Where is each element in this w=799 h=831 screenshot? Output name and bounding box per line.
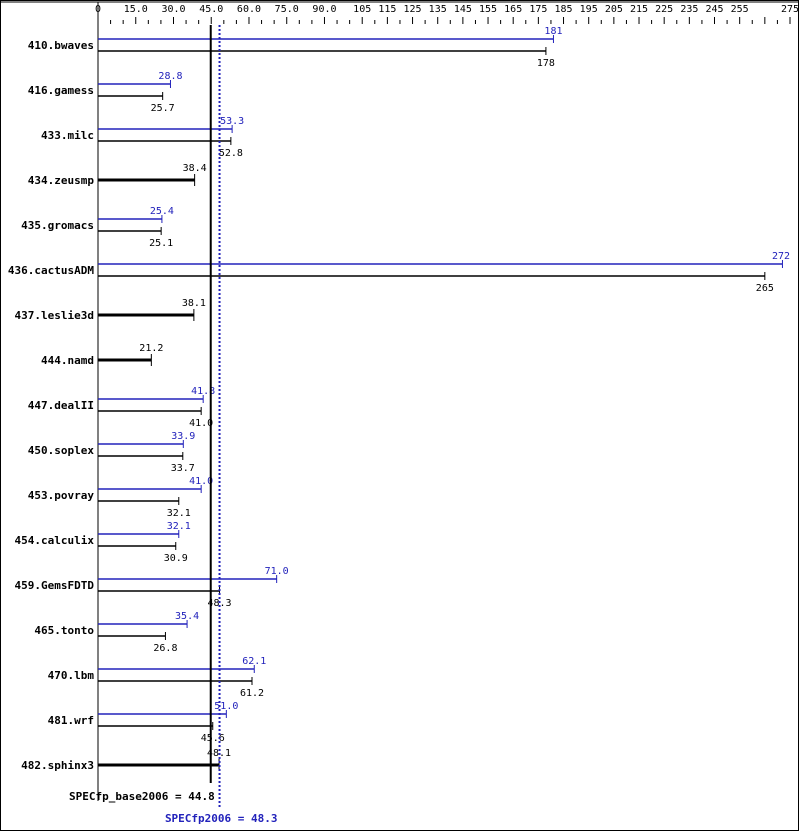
- base-value-label: 265: [756, 283, 774, 294]
- tick-label: 60.0: [237, 4, 261, 15]
- base-value-label: 25.7: [151, 103, 175, 114]
- base-value-label: 38.4: [183, 163, 207, 174]
- category-label: 459.GemsFDTD: [15, 579, 95, 592]
- base-value-label: 38.1: [182, 298, 206, 309]
- peak-reference-label: SPECfp2006 = 48.3: [165, 812, 278, 825]
- peak-value-label: 32.1: [167, 521, 191, 532]
- tick-label: 30.0: [161, 4, 185, 15]
- category-label: 433.milc: [41, 129, 94, 142]
- base-value-label: 33.7: [171, 463, 195, 474]
- tick-label: 215: [630, 4, 648, 15]
- category-label: 444.namd: [41, 354, 94, 367]
- tick-label: 15.0: [124, 4, 148, 15]
- tick-label: 205: [605, 4, 623, 15]
- category-label: 465.tonto: [34, 624, 94, 637]
- peak-value-label: 41.0: [189, 476, 213, 487]
- base-value-label: 52.8: [219, 148, 243, 159]
- tick-label: 90.0: [312, 4, 336, 15]
- tick-label: 45.0: [199, 4, 223, 15]
- category-label: 435.gromacs: [21, 219, 94, 232]
- peak-value-label: 28.8: [158, 71, 182, 82]
- tick-label: 245: [705, 4, 723, 15]
- peak-value-label: 41.8: [191, 386, 215, 397]
- category-label: 416.gamess: [28, 84, 94, 97]
- base-reference-label: SPECfp_base2006 = 44.8: [69, 790, 215, 803]
- base-value-label: 26.8: [153, 643, 177, 654]
- category-label: 410.bwaves: [28, 39, 94, 52]
- tick-label: 135: [429, 4, 447, 15]
- base-value-label: 61.2: [240, 688, 264, 699]
- peak-value-label: 25.4: [150, 206, 174, 217]
- base-value-label: 45.6: [201, 733, 225, 744]
- tick-label: 125: [404, 4, 422, 15]
- category-label: 481.wrf: [48, 714, 94, 727]
- category-label: 454.calculix: [15, 534, 95, 547]
- category-label: 447.dealII: [28, 399, 94, 412]
- base-value-label: 48.3: [207, 598, 231, 609]
- base-value-label: 25.1: [149, 238, 173, 249]
- category-label: 453.povray: [28, 489, 95, 502]
- tick-label: 235: [680, 4, 698, 15]
- tick-label: 255: [731, 4, 749, 15]
- category-label: 436.cactusADM: [8, 264, 94, 277]
- category-label: 450.soplex: [28, 444, 95, 457]
- tick-label: 0: [95, 4, 101, 15]
- peak-value-label: 33.9: [171, 431, 195, 442]
- tick-label: 165: [504, 4, 522, 15]
- base-value-label: 30.9: [164, 553, 188, 564]
- tick-label: 155: [479, 4, 497, 15]
- category-label: 434.zeusmp: [28, 174, 95, 187]
- peak-value-label: 51.0: [214, 701, 238, 712]
- peak-value-label: 35.4: [175, 611, 199, 622]
- tick-label: 195: [580, 4, 598, 15]
- base-value-label: 41.0: [189, 418, 213, 429]
- tick-label: 75.0: [275, 4, 299, 15]
- tick-label: 115: [378, 4, 396, 15]
- tick-label: 175: [529, 4, 547, 15]
- tick-label: 185: [554, 4, 572, 15]
- category-label: 470.lbm: [48, 669, 95, 682]
- base-value-label: 178: [537, 58, 555, 69]
- tick-label: 275: [781, 4, 798, 15]
- tick-label: 105: [353, 4, 371, 15]
- peak-value-label: 62.1: [242, 656, 266, 667]
- base-value-label: 21.2: [139, 343, 163, 354]
- peak-value-label: 272: [772, 251, 790, 262]
- peak-value-label: 181: [544, 26, 562, 37]
- peak-value-label: 53.3: [220, 116, 244, 127]
- peak-value-label: 71.0: [265, 566, 289, 577]
- tick-label: 145: [454, 4, 472, 15]
- base-value-label: 32.1: [167, 508, 191, 519]
- category-label: 482.sphinx3: [21, 759, 94, 772]
- category-label: 437.leslie3d: [15, 309, 94, 322]
- tick-label: 225: [655, 4, 673, 15]
